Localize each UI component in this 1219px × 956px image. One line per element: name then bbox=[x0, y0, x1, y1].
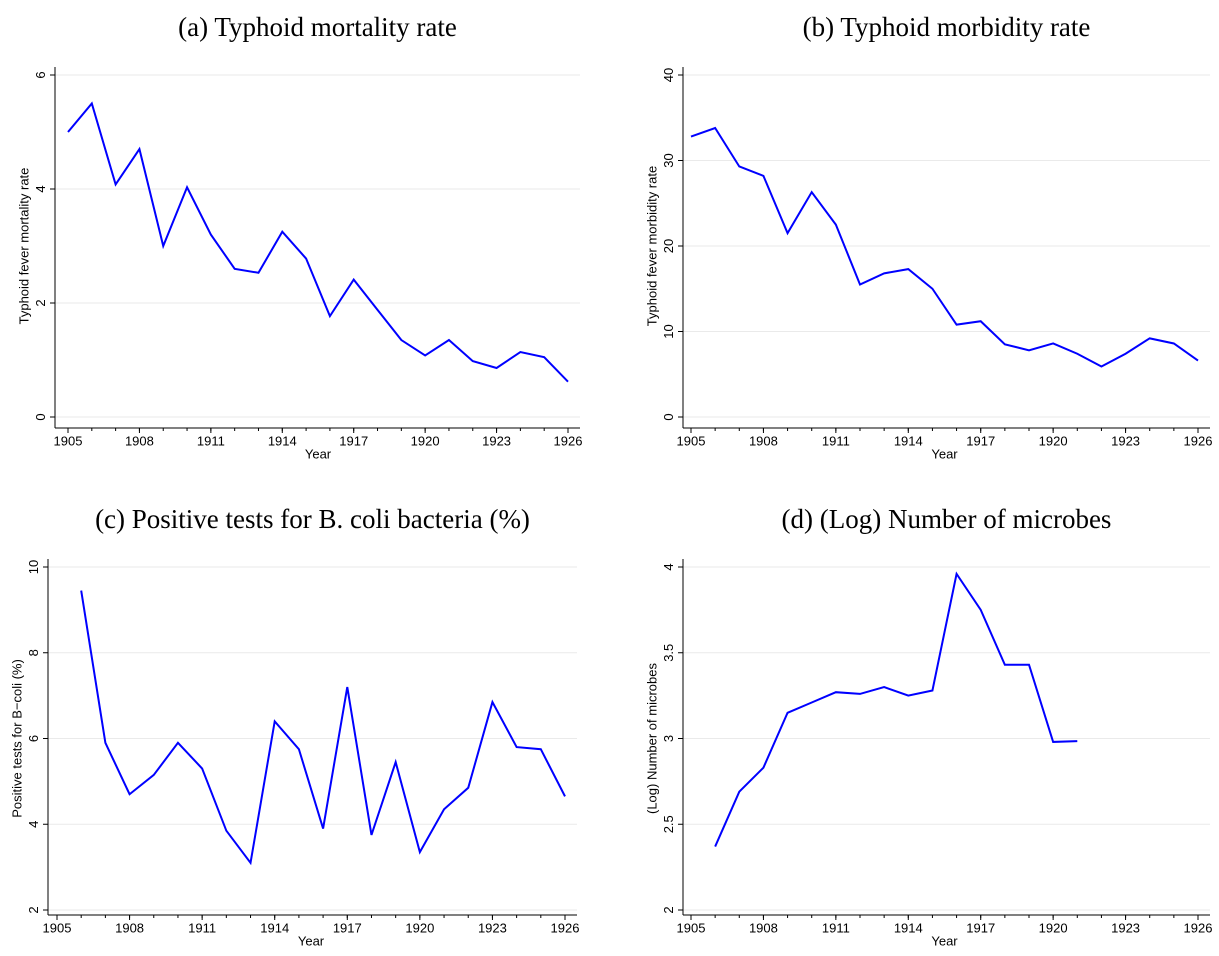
data-line bbox=[690, 126, 1199, 368]
x-tick-label: 1923 bbox=[482, 433, 511, 448]
chart-title: (a) Typhoid mortality rate bbox=[178, 12, 457, 42]
x-tick-label: 1926 bbox=[554, 433, 583, 448]
x-tick-label: 1905 bbox=[54, 433, 83, 448]
y-tick-label: 6 bbox=[33, 71, 48, 78]
y-tick-label: 40 bbox=[661, 68, 676, 82]
x-tick-label: 1911 bbox=[197, 433, 225, 448]
x-tick-label: 1914 bbox=[260, 920, 289, 935]
x-tick-label: 1926 bbox=[551, 920, 580, 935]
y-tick-label: 0 bbox=[661, 413, 676, 420]
data-line bbox=[80, 590, 566, 866]
x-tick-label: 1908 bbox=[749, 920, 778, 935]
y-axis-label: Typhoid fever morbidity rate bbox=[644, 166, 659, 326]
y-tick-label: 4 bbox=[661, 563, 676, 570]
x-axis-label: Year bbox=[305, 446, 332, 461]
x-tick-label: 1914 bbox=[894, 433, 923, 448]
x-tick-label: 1908 bbox=[115, 920, 144, 935]
chart-title: (c) Positive tests for B. coli bacteria … bbox=[95, 504, 530, 534]
x-tick-label: 1908 bbox=[749, 433, 778, 448]
y-tick-label: 20 bbox=[661, 239, 676, 253]
chart-title: (d) (Log) Number of microbes bbox=[782, 504, 1112, 534]
x-tick-label: 1914 bbox=[268, 433, 297, 448]
chart-title: (b) Typhoid morbidity rate bbox=[803, 12, 1091, 42]
data-line bbox=[714, 571, 1078, 847]
x-tick-label: 1923 bbox=[1111, 433, 1140, 448]
x-tick-label: 1905 bbox=[677, 433, 706, 448]
x-tick-label: 1911 bbox=[822, 433, 850, 448]
x-tick-label: 1920 bbox=[411, 433, 440, 448]
y-tick-label: 2 bbox=[661, 906, 676, 913]
x-tick-label: 1908 bbox=[125, 433, 154, 448]
x-tick-label: 1926 bbox=[1184, 433, 1213, 448]
y-tick-label: 6 bbox=[26, 735, 41, 742]
x-tick-label: 1917 bbox=[339, 433, 368, 448]
x-tick-label: 1914 bbox=[894, 920, 923, 935]
y-axis-label: (Log) Number of microbes bbox=[644, 663, 659, 814]
x-tick-label: 1905 bbox=[43, 920, 72, 935]
x-axis-label: Year bbox=[298, 933, 325, 948]
x-tick-label: 1917 bbox=[966, 433, 995, 448]
y-tick-label: 2 bbox=[26, 906, 41, 913]
y-tick-label: 3.5 bbox=[661, 644, 676, 662]
y-tick-label: 8 bbox=[26, 649, 41, 656]
y-tick-label: 2 bbox=[33, 299, 48, 306]
x-tick-label: 1920 bbox=[405, 920, 434, 935]
data-line bbox=[67, 101, 569, 383]
x-tick-label: 1926 bbox=[1184, 920, 1213, 935]
y-tick-label: 10 bbox=[26, 560, 41, 574]
y-tick-label: 0 bbox=[33, 413, 48, 420]
y-tick-label: 4 bbox=[33, 185, 48, 192]
y-tick-label: 2.5 bbox=[661, 815, 676, 833]
y-tick-label: 10 bbox=[661, 324, 676, 338]
x-tick-label: 1905 bbox=[677, 920, 706, 935]
y-tick-label: 4 bbox=[26, 821, 41, 828]
x-tick-label: 1911 bbox=[822, 920, 850, 935]
y-axis-label: Typhoid fever mortality rate bbox=[16, 168, 31, 325]
y-tick-label: 3 bbox=[661, 735, 676, 742]
x-tick-label: 1923 bbox=[1111, 920, 1140, 935]
x-tick-label: 1911 bbox=[188, 920, 216, 935]
y-tick-label: 30 bbox=[661, 153, 676, 167]
x-tick-label: 1923 bbox=[478, 920, 507, 935]
x-tick-label: 1917 bbox=[966, 920, 995, 935]
x-tick-label: 1920 bbox=[1039, 920, 1068, 935]
x-axis-label: Year bbox=[931, 933, 958, 948]
x-tick-label: 1920 bbox=[1039, 433, 1068, 448]
x-axis-label: Year bbox=[931, 446, 958, 461]
x-tick-label: 1917 bbox=[333, 920, 362, 935]
y-axis-label: Positive tests for B−coli (%) bbox=[9, 659, 24, 818]
